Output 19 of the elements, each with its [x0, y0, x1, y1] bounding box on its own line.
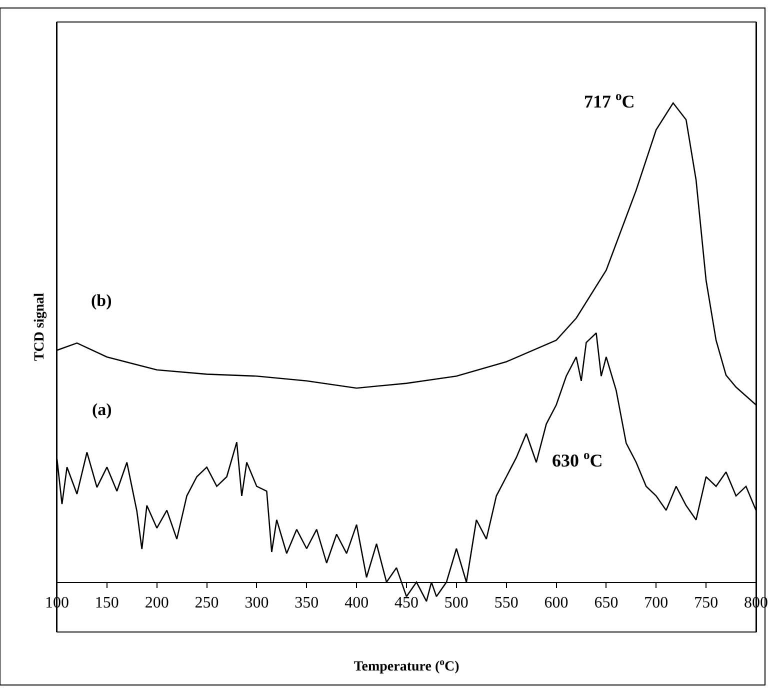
- annotation: 630 $^{o}$C: [552, 448, 603, 471]
- x-tick-label: 600: [544, 594, 568, 612]
- x-tick-label: 150: [94, 594, 119, 612]
- x-tick-label: 300: [244, 594, 269, 612]
- x-tick-label: 700: [644, 594, 668, 612]
- x-tick-label: 500: [444, 594, 468, 612]
- x-tick-label: 400: [344, 594, 369, 612]
- x-tick-label: 750: [694, 594, 718, 612]
- x-axis-title: Temperature ($^{o}$C): [354, 656, 460, 675]
- series-label: (a): [92, 400, 112, 419]
- x-tick-label: 200: [144, 594, 169, 612]
- annotation: 717 $^{o}$C: [584, 89, 635, 112]
- x-tick-label: 350: [294, 594, 319, 612]
- x-tick-label: 550: [494, 594, 518, 612]
- text: (b): [91, 291, 112, 310]
- x-tick-label: 250: [194, 594, 219, 612]
- x-tick-label: 650: [594, 594, 618, 612]
- y-axis-title: TCD signal: [32, 292, 48, 362]
- x-tick-label: 450: [394, 594, 418, 612]
